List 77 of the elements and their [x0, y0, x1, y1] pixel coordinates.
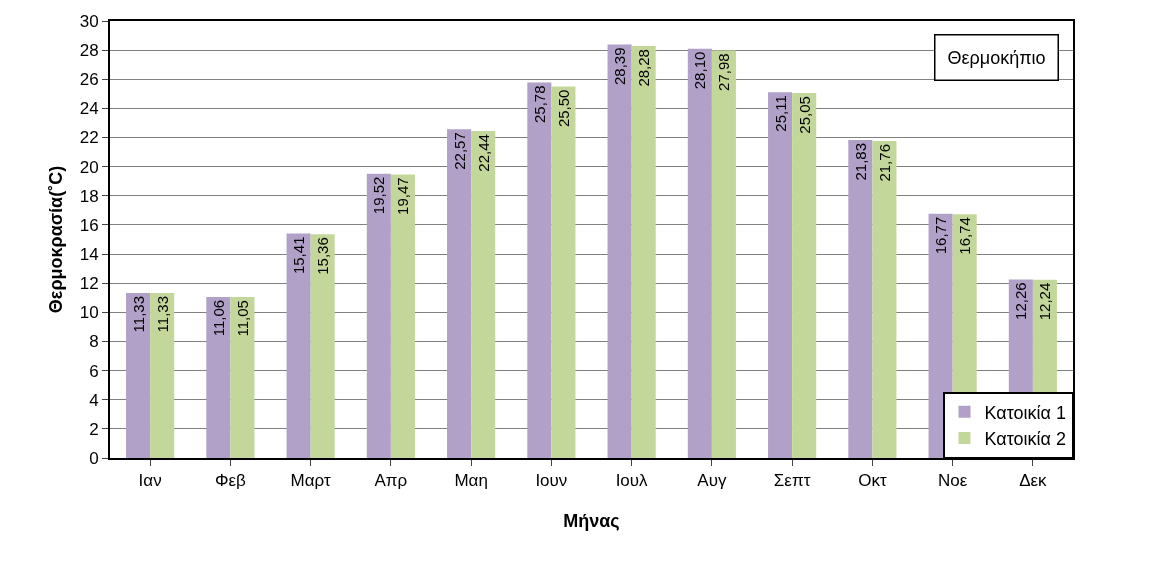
y-tick-label: 6 [89, 361, 99, 381]
legend-label: Κατοικία 1 [984, 402, 1066, 423]
y-tick-label: 26 [79, 70, 99, 90]
x-tick-label: Σεπτ [773, 471, 811, 491]
data-label: 22,57 [450, 132, 468, 170]
y-tick-label: 16 [79, 215, 99, 235]
x-tick-label: Ιαν [138, 471, 162, 491]
bar [366, 173, 391, 458]
data-label: 11,06 [209, 299, 227, 337]
bar [527, 82, 552, 458]
data-label: 12,26 [1012, 282, 1030, 320]
bar [310, 234, 335, 458]
y-tick-label: 24 [79, 99, 99, 119]
y-tick-label: 30 [79, 11, 99, 31]
bar [390, 174, 415, 458]
y-tick-label: 12 [79, 274, 99, 294]
data-label: 28,39 [611, 47, 629, 85]
x-tick-label: Ιουν [535, 471, 568, 491]
bar [447, 129, 472, 458]
y-tick-label: 2 [89, 419, 99, 439]
data-label: 22,44 [474, 134, 492, 172]
data-label: 12,24 [1036, 282, 1054, 321]
x-tick-label: Ιουλ [615, 471, 649, 491]
data-label: 27,98 [715, 53, 733, 91]
data-label: 16,74 [956, 217, 974, 255]
y-tick-label: 20 [79, 157, 99, 177]
data-label: 15,36 [314, 237, 332, 275]
y-axis-title: Θερμοκρασία(˚C) [46, 165, 67, 314]
x-tick-label: Μαη [454, 471, 488, 491]
bar [792, 93, 817, 458]
x-tick-label: Αυγ [697, 471, 727, 491]
y-tick-label: 10 [79, 303, 99, 323]
x-tick-label: Οκτ [858, 471, 887, 491]
x-tick-label: Φεβ [214, 471, 247, 491]
y-tick-label: 4 [89, 390, 99, 410]
data-label: 25,05 [795, 96, 813, 134]
legend-label: Κατοικία 2 [984, 429, 1066, 450]
bar [230, 297, 255, 458]
bar [711, 50, 736, 458]
data-label: 28,28 [635, 49, 653, 87]
y-tick-label: 0 [89, 448, 99, 468]
y-tick-label: 22 [79, 128, 99, 148]
bar [206, 296, 231, 458]
x-tick-label: Δεκ [1019, 471, 1048, 491]
y-tick-label: 8 [89, 332, 99, 352]
data-label: 25,50 [554, 89, 572, 128]
x-tick-label: Νοε [937, 471, 968, 491]
x-tick-label: Απρ [374, 471, 408, 491]
bar [607, 44, 632, 458]
y-tick-label: 28 [79, 41, 99, 61]
data-label: 16,77 [932, 216, 950, 255]
data-label: 25,78 [530, 85, 548, 124]
bar [848, 140, 873, 458]
bar [126, 292, 151, 458]
data-label: 21,76 [875, 144, 893, 182]
bar [471, 131, 496, 458]
data-label: 19,52 [370, 176, 388, 215]
bar [551, 86, 576, 458]
data-label: 11,33 [129, 295, 147, 333]
bar [872, 141, 897, 458]
y-tick-label: 14 [79, 245, 99, 265]
bar [631, 46, 656, 458]
data-label: 21,83 [851, 143, 869, 181]
bar [286, 233, 311, 458]
data-label: 25,11 [771, 95, 789, 132]
data-label: 19,47 [394, 177, 412, 215]
data-label: 15,41 [290, 236, 308, 275]
bar [687, 48, 712, 458]
y-tick-label: 18 [79, 186, 99, 206]
bar [150, 292, 175, 458]
text: Θερμοκήπιο [947, 47, 1046, 68]
x-axis-title: Μήνας [563, 511, 620, 531]
x-tick-label: Μαρτ [290, 471, 331, 491]
data-label: 11,05 [233, 300, 251, 337]
bar [768, 92, 793, 458]
data-label: 28,10 [691, 51, 709, 90]
data-label: 11,33 [153, 295, 171, 333]
